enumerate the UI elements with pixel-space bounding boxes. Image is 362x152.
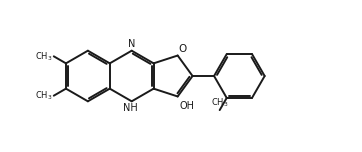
Text: CH$_3$: CH$_3$ (35, 89, 53, 102)
Text: OH: OH (180, 101, 194, 111)
Text: NH: NH (123, 103, 137, 113)
Text: N: N (128, 39, 135, 49)
Text: O: O (179, 44, 187, 54)
Text: CH$_3$: CH$_3$ (35, 50, 53, 63)
Text: CH$_3$: CH$_3$ (211, 96, 228, 109)
